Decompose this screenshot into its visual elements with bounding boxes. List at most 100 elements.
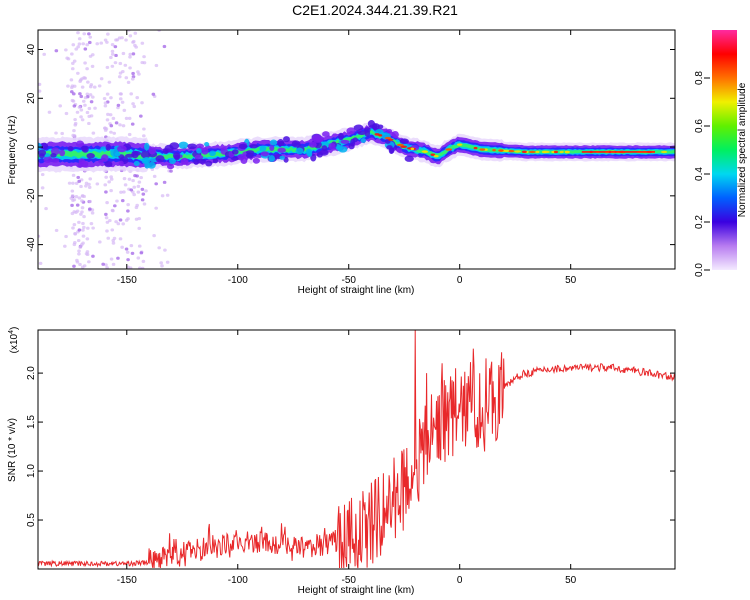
noise-point	[99, 41, 104, 45]
ridge-blob	[237, 153, 246, 160]
noise-point	[136, 190, 141, 194]
noise-point	[131, 102, 135, 106]
noise-point	[90, 53, 95, 57]
noise-point	[106, 112, 110, 116]
ridge-blob	[194, 154, 204, 160]
noise-point	[80, 210, 84, 214]
noise-point	[42, 52, 47, 56]
noise-point	[85, 237, 90, 241]
noise-point	[87, 185, 92, 189]
noise-point	[141, 192, 146, 196]
noise-point	[77, 179, 81, 183]
noise-point	[154, 206, 158, 210]
noise-point	[142, 127, 146, 131]
ridge-blob	[174, 155, 180, 161]
noise-point	[91, 131, 96, 135]
noise-point	[91, 226, 95, 230]
noise-point	[109, 96, 113, 100]
noise-point	[63, 244, 67, 248]
noise-point	[104, 190, 108, 194]
ridge-blob	[307, 151, 313, 158]
noise-point	[139, 251, 144, 255]
ridge-blob	[59, 149, 66, 157]
noise-point	[124, 38, 128, 42]
ridge-blob	[268, 155, 276, 162]
noise-point	[79, 94, 84, 99]
ridge-blob	[51, 157, 60, 163]
noise-point	[72, 264, 76, 268]
noise-point	[129, 188, 134, 192]
noise-point	[162, 44, 167, 49]
noise-point	[130, 122, 135, 126]
noise-point	[79, 115, 83, 119]
noise-point	[54, 49, 59, 53]
ridge-blob	[201, 147, 209, 155]
ridge-blob	[388, 147, 394, 155]
noise-point	[136, 184, 141, 188]
noise-point	[76, 238, 81, 243]
ridge-blob	[155, 155, 165, 163]
noise-point	[108, 218, 112, 223]
noise-point	[76, 71, 80, 75]
noise-point	[112, 236, 117, 240]
noise-point	[159, 261, 164, 265]
noise-point	[160, 194, 165, 198]
ridge-blob	[178, 141, 189, 149]
noise-point	[71, 92, 76, 96]
noise-point	[139, 114, 143, 118]
noise-point	[64, 111, 69, 116]
y-tick-label: 2.0	[26, 366, 37, 380]
hot-spot	[479, 148, 486, 151]
noise-point	[70, 194, 75, 198]
ridge-blob	[147, 162, 156, 169]
noise-point	[128, 34, 133, 38]
noise-point	[101, 262, 105, 266]
colorbar-tick-label: 0.2	[694, 215, 705, 229]
noise-point	[104, 212, 108, 216]
ridge-blob	[321, 145, 328, 151]
noise-point	[87, 121, 91, 126]
noise-point	[40, 172, 45, 177]
noise-point	[119, 190, 123, 194]
noise-point	[85, 92, 90, 96]
noise-point	[105, 229, 109, 233]
x-tick-label: 0	[457, 275, 463, 286]
noise-point	[117, 75, 122, 79]
noise-point	[160, 264, 164, 268]
hot-spot	[559, 150, 564, 154]
noise-point	[104, 263, 108, 267]
noise-point	[105, 201, 109, 205]
noise-point	[93, 106, 97, 110]
noise-point	[140, 41, 145, 45]
noise-point	[69, 196, 74, 200]
noise-point	[134, 205, 139, 210]
noise-point	[126, 209, 130, 213]
hot-spot	[445, 148, 453, 151]
noise-point	[118, 61, 123, 66]
noise-point	[72, 198, 77, 202]
noise-point	[169, 169, 173, 173]
ridge-blob	[319, 149, 329, 156]
noise-point	[140, 266, 145, 269]
noise-point	[72, 104, 77, 108]
noise-point	[142, 55, 146, 59]
noise-point	[88, 40, 92, 45]
noise-point	[154, 182, 158, 186]
noise-point	[78, 92, 82, 96]
noise-point	[72, 59, 77, 63]
ridge-blob	[269, 145, 275, 151]
ridge-blob	[133, 160, 140, 167]
noise-point	[80, 265, 85, 269]
noise-point	[133, 174, 137, 178]
noise-point	[116, 103, 121, 107]
ridge-blob	[195, 143, 205, 149]
noise-point	[80, 199, 84, 203]
noise-point	[111, 241, 116, 245]
noise-point	[38, 261, 43, 265]
ridge-blob	[40, 142, 49, 150]
noise-point	[70, 203, 74, 207]
ridge-blob	[328, 142, 336, 150]
ridge-blob	[140, 150, 151, 159]
noise-point	[165, 193, 170, 197]
y-tick-label: 20	[26, 92, 37, 104]
